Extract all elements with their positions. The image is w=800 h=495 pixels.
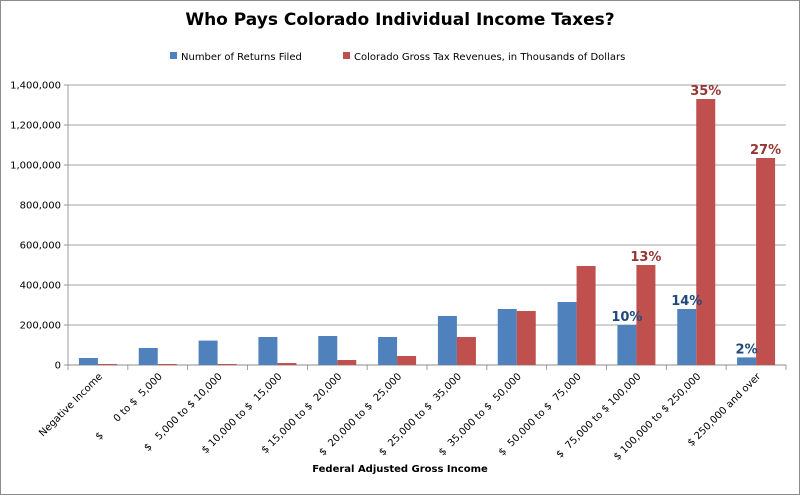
data-label-revenues: 35% bbox=[690, 84, 721, 99]
legend-label-revenues: Colorado Gross Tax Revenues, in Thousand… bbox=[354, 52, 625, 63]
bar-returns bbox=[617, 325, 637, 365]
bar-revenues bbox=[217, 364, 237, 365]
y-tick-label: 800,000 bbox=[20, 201, 61, 212]
y-tick-label: 0 bbox=[55, 361, 61, 372]
x-tick-label: Negative Income bbox=[37, 371, 105, 439]
x-axis-ticks: Negative Income$ 0 to $ 5,000$ 5,000 to … bbox=[37, 371, 764, 463]
bar-returns bbox=[78, 358, 98, 365]
y-axis-ticks: 0 200,000 400,000 600,000 800,000 1,000,000 1,… bbox=[10, 81, 61, 372]
bar-revenues bbox=[636, 265, 656, 365]
data-label-returns: 2% bbox=[736, 342, 758, 357]
y-tick-label: 1,400,000 bbox=[10, 81, 61, 92]
bar-revenues bbox=[756, 158, 776, 365]
bar-returns bbox=[138, 348, 158, 365]
legend-swatch-returns bbox=[170, 52, 177, 59]
data-label-revenues: 27% bbox=[750, 143, 781, 158]
bar-returns bbox=[677, 309, 697, 365]
legend: Number of Returns Filed Colorado Gross T… bbox=[170, 52, 625, 63]
data-label-returns: 10% bbox=[611, 310, 642, 325]
bar-revenues bbox=[337, 360, 357, 365]
bar-returns bbox=[557, 302, 577, 365]
bar-returns bbox=[737, 357, 757, 365]
y-tick-label: 1,000,000 bbox=[10, 161, 61, 172]
bar-returns bbox=[318, 336, 338, 365]
bar-revenues bbox=[397, 356, 417, 365]
bar-returns bbox=[497, 309, 517, 365]
y-tick-label: 1,200,000 bbox=[10, 121, 61, 132]
bar-returns bbox=[437, 316, 457, 365]
bar-revenues bbox=[277, 363, 297, 365]
legend-swatch-revenues bbox=[343, 52, 350, 59]
bar-revenues bbox=[157, 364, 177, 365]
data-label-layer: 10% 13% 14% 35% 2% 27% bbox=[611, 84, 781, 357]
bar-returns bbox=[378, 337, 398, 365]
bar-layer bbox=[78, 99, 776, 365]
y-tick-label: 200,000 bbox=[20, 321, 61, 332]
y-tick-label: 400,000 bbox=[20, 281, 61, 292]
bar-returns bbox=[258, 337, 278, 365]
bar-returns bbox=[198, 340, 218, 365]
bar-revenues bbox=[516, 311, 536, 365]
y-tick-label: 600,000 bbox=[20, 241, 61, 252]
bar-revenues bbox=[576, 266, 596, 365]
data-label-returns: 14% bbox=[671, 294, 702, 309]
bar-revenues bbox=[97, 364, 117, 365]
bar-revenues bbox=[696, 99, 716, 365]
chart-title: Who Pays Colorado Individual Income Taxe… bbox=[185, 10, 615, 30]
x-tick-label: $ 0 to $ 5,000 bbox=[94, 371, 165, 442]
data-label-revenues: 13% bbox=[630, 250, 661, 265]
x-axis-title: Federal Adjusted Gross Income bbox=[312, 464, 488, 475]
grid-layer bbox=[64, 84, 787, 370]
legend-label-returns: Number of Returns Filed bbox=[181, 52, 302, 63]
bar-revenues bbox=[456, 337, 476, 365]
